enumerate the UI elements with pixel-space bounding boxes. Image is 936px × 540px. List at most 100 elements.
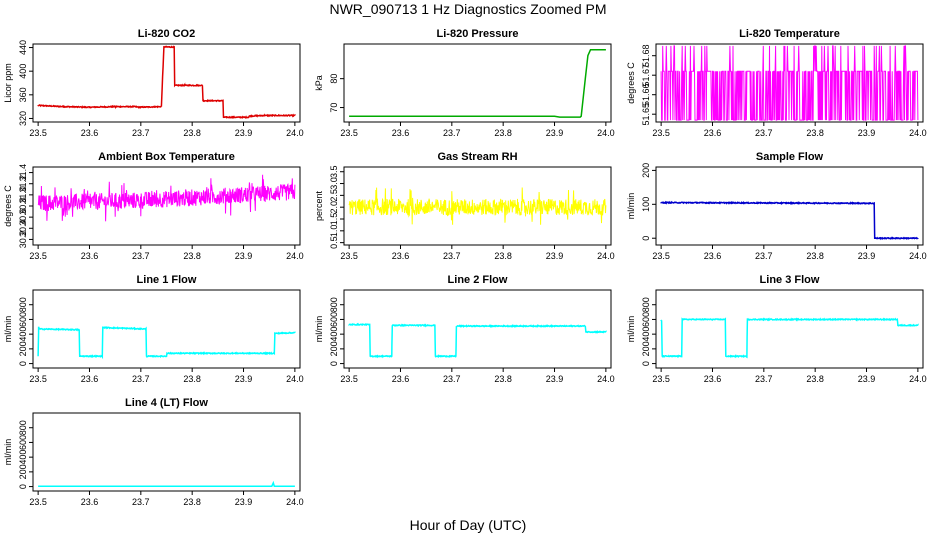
chart-title: Line 4 (LT) Flow	[125, 397, 208, 409]
chart-panel-3: Li-820 Temperature 23.5 23.6 23.7 23.8 23.9 24…	[626, 28, 927, 138]
y-axis-label: degrees C	[626, 62, 636, 104]
chart-panel-9: Line 3 Flow 23.5 23.6 23.7 23.8 23.9 24.0 0 2004…	[626, 274, 927, 384]
y-tick-label: 600	[18, 312, 28, 327]
x-tick-label: 24.0	[597, 374, 615, 384]
y-tick-label: 400	[641, 327, 651, 342]
x-tick-label: 23.7	[132, 374, 150, 384]
chart-panel-2: Li-820 Pressure 23.5 23.6 23.7 23.8 23.9 24.0 7…	[314, 28, 615, 138]
y-axis-label: ml/min	[314, 316, 324, 343]
y-tick-label: 51.68	[641, 44, 651, 67]
chart-title: Li-820 Temperature	[739, 28, 840, 40]
y-tick-label: 800	[641, 297, 651, 312]
x-tick-label: 23.8	[183, 251, 201, 261]
x-tick-label: 24.0	[286, 497, 304, 507]
y-axis-label: percent	[314, 190, 324, 221]
x-tick-label: 23.6	[81, 128, 99, 138]
y-tick-label: 200	[18, 464, 28, 479]
chart-panel-6: Sample Flow 23.5 23.6 23.7 23.8 23.9 24.0 0 100 2…	[626, 151, 927, 261]
x-axis-title: Hour of Day (UTC)	[409, 517, 527, 533]
plot-frame	[655, 166, 924, 246]
x-tick-label: 23.8	[806, 374, 824, 384]
series-line	[37, 326, 296, 360]
y-tick-label: 600	[329, 312, 339, 327]
x-tick-label: 23.5	[652, 251, 670, 261]
x-tick-label: 23.5	[29, 497, 47, 507]
series-line	[660, 317, 919, 359]
plot-frame	[655, 289, 924, 369]
chart-title: Sample Flow	[756, 151, 824, 163]
y-tick-label: 51.65	[641, 103, 651, 126]
y-tick-label: 600	[641, 312, 651, 327]
x-tick-label: 23.8	[494, 251, 512, 261]
series-line	[660, 200, 919, 241]
x-tick-label: 23.9	[858, 128, 876, 138]
x-tick-label: 23.6	[81, 497, 99, 507]
y-axis-label: ml/min	[3, 316, 13, 343]
y-tick-label: 51.66	[641, 83, 651, 106]
x-tick-label: 23.7	[132, 128, 150, 138]
y-tick-label: 200	[641, 341, 651, 356]
y-tick-label: 400	[18, 64, 28, 79]
y-tick-label: 400	[18, 327, 28, 342]
plot-frame	[32, 412, 301, 492]
chart-panel-4: Ambient Box Temperature 23.5 23.6 23.7 23.8 2…	[3, 151, 304, 261]
chart-title: Line 3 Flow	[760, 274, 820, 286]
y-tick-label: 30.4	[18, 220, 28, 238]
y-tick-label: 30.6	[18, 208, 28, 226]
x-tick-label: 24.0	[286, 128, 304, 138]
x-tick-label: 23.8	[494, 374, 512, 384]
x-tick-label: 23.5	[652, 128, 670, 138]
y-tick-label: 0	[18, 361, 28, 366]
series-line	[37, 174, 296, 222]
y-tick-label: 800	[18, 420, 28, 435]
y-tick-label: 320	[18, 111, 28, 126]
plot-frame	[343, 43, 612, 123]
series-line	[349, 49, 606, 118]
x-tick-label: 23.7	[132, 497, 150, 507]
chart-title: Li-820 CO2	[138, 28, 195, 40]
x-tick-label: 23.8	[183, 128, 201, 138]
y-tick-label: 800	[329, 297, 339, 312]
y-tick-label: 360	[18, 87, 28, 102]
chart-panel-7: Line 1 Flow 23.5 23.6 23.7 23.8 23.9 24.0 0 2004…	[3, 274, 304, 384]
x-tick-label: 23.9	[546, 374, 564, 384]
y-tick-label: 1.0	[329, 225, 339, 238]
series-line	[660, 45, 919, 121]
y-tick-label: 800	[18, 297, 28, 312]
x-tick-label: 23.9	[858, 374, 876, 384]
x-tick-label: 23.9	[235, 497, 253, 507]
x-tick-label: 23.9	[235, 374, 253, 384]
y-tick-label: 1.5	[329, 213, 339, 226]
y-tick-label: 51.67	[641, 64, 651, 87]
x-tick-label: 23.8	[806, 128, 824, 138]
series-line	[37, 45, 296, 119]
y-tick-label: 400	[329, 327, 339, 342]
y-tick-label: 200	[329, 341, 339, 356]
y-tick-label: 440	[18, 40, 28, 55]
chart-title: Line 1 Flow	[137, 274, 197, 286]
page-title: NWR_090713 1 Hz Diagnostics Zoomed PM	[329, 1, 607, 17]
y-tick-label: 600	[18, 435, 28, 450]
x-tick-label: 23.9	[858, 251, 876, 261]
y-axis-label: ml/min	[626, 316, 636, 343]
x-tick-label: 23.8	[183, 374, 201, 384]
y-axis-label: ml/min	[626, 193, 636, 220]
x-tick-label: 24.0	[909, 374, 927, 384]
series-line	[38, 480, 295, 487]
x-tick-label: 23.7	[443, 251, 461, 261]
x-tick-label: 23.6	[704, 128, 722, 138]
x-tick-label: 23.8	[494, 128, 512, 138]
x-tick-label: 24.0	[286, 251, 304, 261]
chart-title: Li-820 Pressure	[437, 28, 519, 40]
x-tick-label: 23.6	[392, 251, 410, 261]
y-tick-label: 200	[18, 341, 28, 356]
x-tick-label: 23.9	[235, 251, 253, 261]
x-tick-label: 23.8	[183, 497, 201, 507]
chart-title: Gas Stream RH	[437, 151, 517, 163]
x-tick-label: 23.5	[340, 251, 358, 261]
y-tick-label: 31.2	[18, 175, 28, 193]
y-tick-label: 0	[18, 484, 28, 489]
y-axis-label: ml/min	[3, 439, 13, 466]
x-tick-label: 23.6	[81, 374, 99, 384]
